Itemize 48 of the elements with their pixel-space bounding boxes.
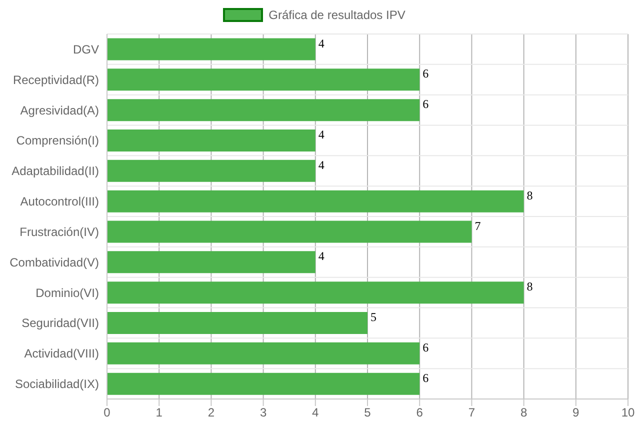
data-label: 4: [318, 128, 324, 142]
data-label: 6: [422, 97, 429, 112]
data-label: 4: [318, 158, 324, 172]
bar: [107, 130, 316, 152]
y-tick-label: Seguridad(VII): [22, 316, 99, 330]
x-tick-label: 5: [364, 406, 372, 420]
y-tick-label: Frustración(IV): [20, 224, 99, 239]
data-label: 4: [318, 36, 324, 50]
y-tick-label: Comprensión(I): [16, 134, 99, 148]
y-tick-label: Combatividad(V): [10, 255, 99, 270]
bar: [107, 68, 420, 91]
bar: [107, 282, 524, 304]
y-tick-label: Agresividad(A): [20, 103, 99, 118]
data-label: 8: [526, 188, 533, 202]
y-tick-label: Autocontrol(III): [20, 194, 99, 209]
bar: [107, 312, 368, 334]
bar: [107, 190, 524, 212]
y-tick-label: Dominio(VI): [36, 286, 99, 300]
x-tick-label: 7: [468, 406, 476, 420]
x-tick-label: 9: [572, 406, 580, 420]
x-tick-label: 6: [416, 406, 424, 420]
legend-label: Gráfica de resultados IPV: [268, 8, 406, 22]
y-tick-label: Sociabilidad(IX): [14, 377, 99, 392]
y-tick-label: Receptividad(R): [12, 72, 99, 87]
data-label: 6: [422, 340, 429, 354]
x-tick-label: 0: [104, 406, 111, 420]
y-tick-label: DGV: [72, 42, 99, 56]
x-tick-label: 10: [621, 406, 635, 420]
data-label: 6: [422, 370, 429, 385]
x-tick-label: 3: [260, 406, 267, 420]
data-label: 8: [526, 280, 533, 294]
bar: [107, 220, 472, 243]
bar: [107, 342, 420, 364]
data-label: 5: [370, 310, 376, 324]
y-tick-label: Actividad(VIII): [24, 346, 99, 361]
bar: [107, 99, 420, 122]
data-label: 7: [474, 218, 481, 233]
bar: [107, 372, 420, 395]
bar: [107, 38, 316, 60]
data-label: 4: [318, 249, 324, 264]
x-tick-label: 2: [208, 406, 215, 420]
bar: [107, 160, 316, 182]
x-tick-label: 4: [312, 406, 320, 420]
y-tick-label: Adaptabilidad(II): [12, 164, 99, 178]
bar: [107, 251, 316, 274]
x-tick-label: 1: [156, 406, 163, 420]
data-label: 6: [422, 66, 429, 81]
x-tick-label: 8: [520, 406, 528, 420]
